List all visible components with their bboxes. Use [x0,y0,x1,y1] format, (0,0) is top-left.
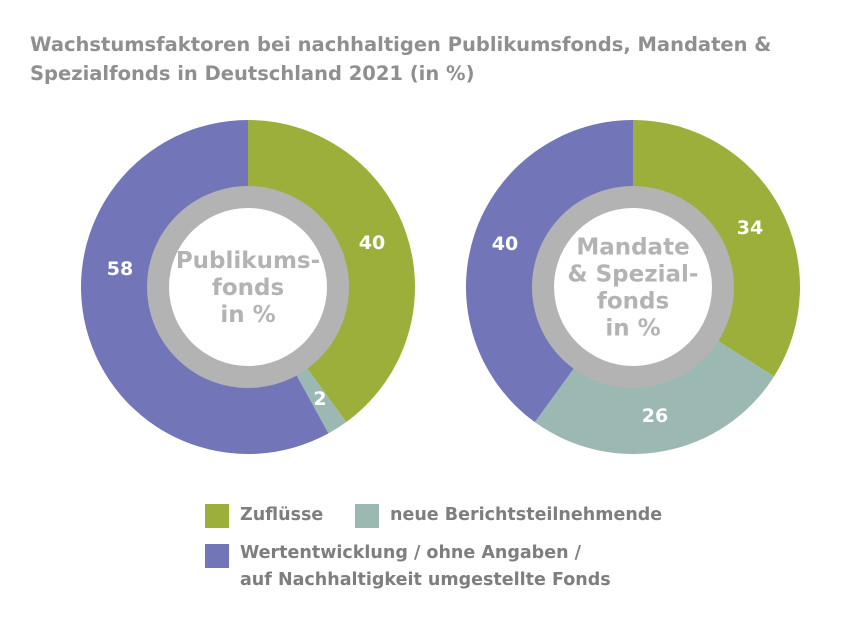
donut-hole [554,208,712,366]
legend-label-line2: auf Nachhaltigkeit umgestellte Fonds [240,570,611,590]
center-label: in % [605,316,660,342]
center-label: in % [220,302,275,328]
data-label: 34 [737,217,763,239]
chart-title: Wachstumsfaktoren bei nachhaltigen Publi… [30,33,772,85]
legend-label-wertentwicklung: Wertentwicklung / ohne Angaben / auf Nac… [240,540,611,594]
data-label: 40 [359,232,385,254]
data-label: 2 [313,388,326,410]
data-label: 26 [642,405,668,427]
data-label: 58 [107,258,133,280]
legend-label-zufluesse: Zuflüsse [240,505,324,525]
legend-label-line1: Wertentwicklung / ohne Angaben / [240,543,582,563]
center-label: fonds [212,275,284,301]
data-label: 40 [492,233,518,255]
center-label: Publikums- [176,248,320,274]
legend-swatch-wertentwicklung [205,544,229,568]
center-label: & Spezial- [568,262,699,288]
donut-hole [169,208,327,366]
legend-swatch-neue [355,504,379,528]
center-label: fonds [597,289,669,315]
legend-label-neue: neue Berichtsteilnehmende [390,505,663,525]
center-label: Mandate [576,235,689,261]
legend-swatch-zufluesse [205,504,229,528]
